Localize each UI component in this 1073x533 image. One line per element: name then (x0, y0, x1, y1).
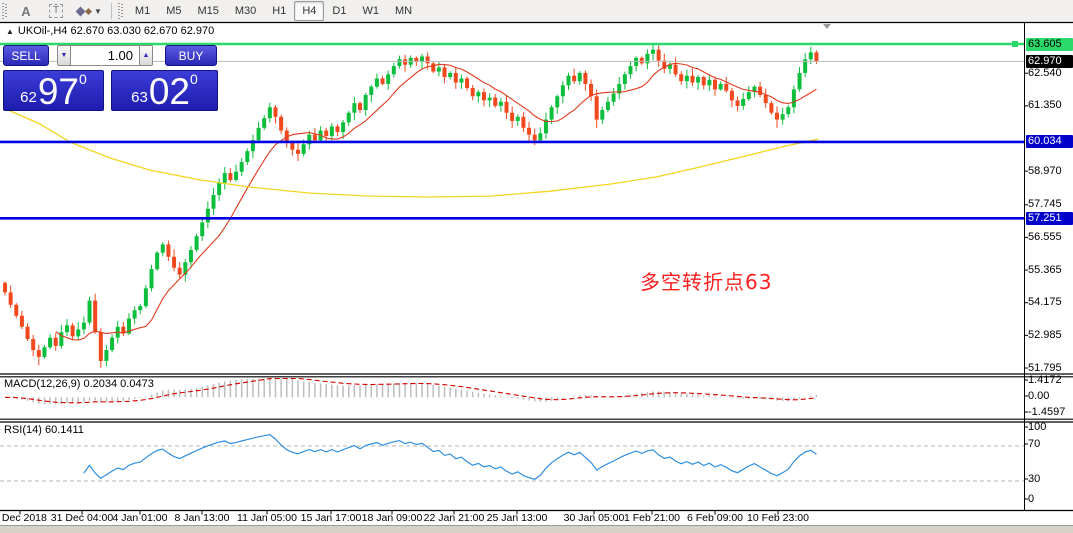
time-tick-label: 11 Jan 05:00 (237, 512, 297, 524)
time-tick-label: 8 Jan 13:00 (174, 512, 230, 524)
timeframe-button-mn[interactable]: MN (394, 5, 413, 17)
toolbar-separator (110, 3, 112, 19)
price-tick-label: 62.540 (1028, 66, 1062, 79)
macd-scale-label: 1.4172 (1028, 374, 1062, 386)
shift-marker-icon (823, 24, 831, 29)
timeframe-button-h4[interactable]: H4 (294, 1, 325, 21)
price-tick-label: 52.985 (1028, 328, 1062, 341)
toolbar-grip-2[interactable] (117, 3, 123, 19)
chart-text-annotation: 多空转折点63 (640, 270, 773, 294)
macd-scale-label: 0.00 (1028, 390, 1050, 402)
time-tick-label: 30 Jan 05:00 (563, 512, 625, 524)
bid-price-display[interactable]: 62 97 0 (3, 70, 104, 111)
letter-a-icon: A (21, 3, 31, 19)
timeframe-button-d1[interactable]: D1 (332, 5, 347, 17)
price-level-label[interactable]: 63.605 (1026, 37, 1073, 51)
volume-increase-button[interactable]: ▲ (139, 45, 153, 66)
rsi-scale-label: 100 (1028, 421, 1047, 433)
textbox-icon[interactable]: T (41, 1, 71, 21)
volume-decrease-button[interactable]: ▼ (57, 45, 71, 66)
toolbar: A T ▼ M1 M5 M15 M30 H1 H4 D1 W1 MN (0, 0, 1073, 23)
level-line-handle (1012, 41, 1018, 47)
rsi-scale-label: 30 (1028, 473, 1041, 485)
timeframe-button-h1[interactable]: H1 (272, 5, 287, 17)
rsi-indicator-label: RSI(14) 60.1411 (4, 424, 84, 436)
price-tick-label: 61.350 (1028, 99, 1062, 112)
time-tick-label: 25 Jan 13:00 (486, 512, 548, 524)
timeframe-bar: M1 M5 M15 M30 H1 H4 D1 W1 MN (127, 1, 420, 21)
price-level-label[interactable]: 57.251 (1026, 211, 1073, 225)
timeframe-button-m5[interactable]: M5 (166, 5, 182, 17)
timeframe-button-m15[interactable]: M15 (197, 5, 219, 17)
sell-button[interactable]: SELL (3, 45, 49, 66)
macd-scale-label: -1.4597 (1028, 406, 1066, 418)
price-level-label[interactable]: 60.034 (1026, 135, 1073, 149)
price-tick-label: 51.795 (1028, 361, 1062, 374)
buy-button[interactable]: BUY (165, 45, 217, 66)
collapse-triangle-icon: ▲ (6, 27, 14, 36)
text-label-icon[interactable]: A (11, 1, 41, 21)
timeframe-button-m30[interactable]: M30 (234, 5, 257, 17)
ask-pip-digit: 0 (190, 71, 198, 87)
time-tick-label: 31 Dec 04:00 (50, 512, 114, 524)
time-tick-label: 10 Feb 23:00 (747, 512, 809, 524)
price-tick-label: 58.970 (1028, 164, 1062, 177)
rsi-scale-label: 0 (1028, 493, 1035, 505)
time-tick-label: 15 Jan 17:00 (300, 512, 362, 524)
price-level-label[interactable]: 62.970 (1026, 54, 1073, 68)
price-tick-label: 57.745 (1028, 198, 1062, 211)
price-tick-label: 54.175 (1028, 296, 1062, 309)
price-tick-label: 55.365 (1028, 263, 1062, 276)
rsi-scale-label: 70 (1028, 438, 1041, 450)
bid-big-digits: 97 (37, 70, 80, 112)
window-bottom-strip (0, 525, 1073, 533)
macd-indicator-label: MACD(12,26,9) 0.2034 0.0473 (4, 378, 154, 390)
time-tick-label: 22 Jan 21:00 (423, 512, 485, 524)
time-tick-label: 18 Jan 09:00 (361, 512, 423, 524)
ask-price-display[interactable]: 63 02 0 (111, 70, 218, 111)
chevron-down-icon: ▼ (94, 6, 102, 16)
bid-small-digits: 62 (20, 89, 37, 106)
price-tick-label: 56.555 (1028, 230, 1062, 243)
ask-small-digits: 63 (131, 89, 148, 106)
time-tick-label: 1 Feb 21:00 (623, 512, 681, 524)
toolbar-grip[interactable] (2, 3, 7, 19)
volume-input[interactable] (71, 45, 139, 66)
timeframe-button-m1[interactable]: M1 (134, 5, 151, 17)
time-tick-label: 6 Dec 2018 (0, 512, 47, 524)
chart-title: ▲ UKOil-,H4 62.670 63.030 62.670 62.970 (6, 25, 215, 37)
bid-pip-digit: 0 (79, 71, 87, 87)
arrows-objects-icon[interactable]: ▼ (71, 1, 107, 21)
letter-t-icon: T (48, 4, 64, 18)
timeframe-button-w1[interactable]: W1 (362, 5, 379, 17)
time-tick-label: 4 Jan 01:00 (112, 512, 168, 524)
ask-big-digits: 02 (148, 70, 191, 112)
time-tick-label: 6 Feb 09:00 (686, 512, 744, 524)
